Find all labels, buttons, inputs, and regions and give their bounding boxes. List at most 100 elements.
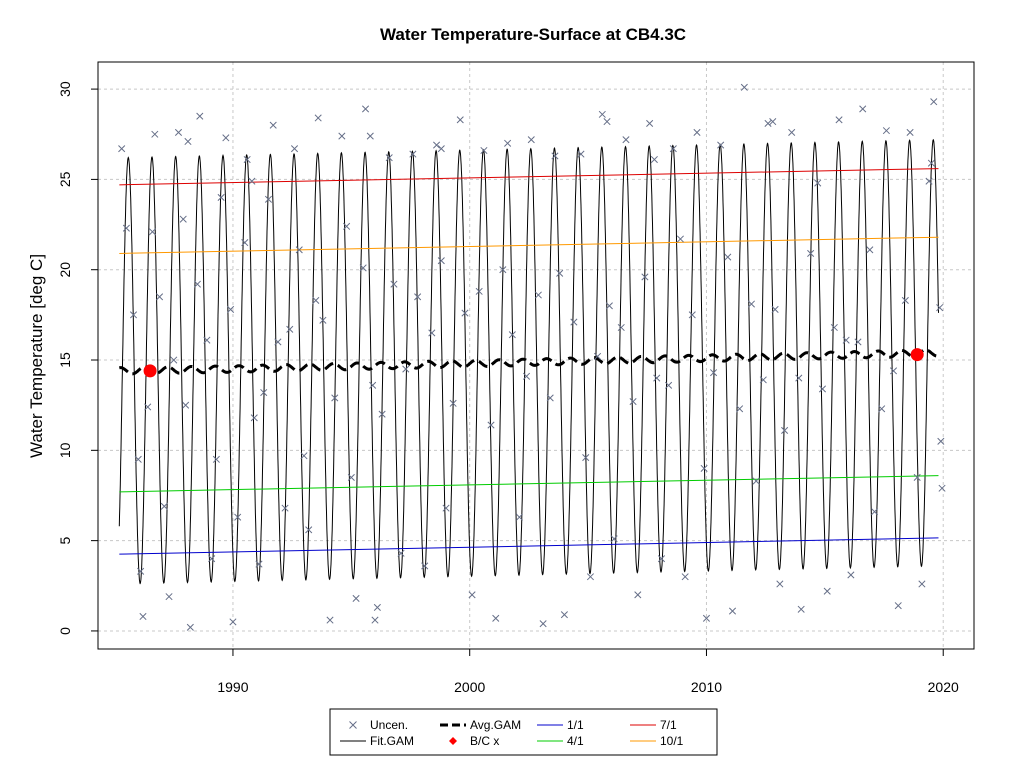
uncen-point (437, 145, 445, 153)
uncen-point (409, 150, 417, 158)
legend: Uncen. Fit.GAM Avg.GAM B/C x 1/1 4/1 7/1 10/1 (329, 708, 718, 756)
uncen-point (338, 132, 346, 140)
uncen-point (144, 403, 152, 411)
x-tick-label: 2010 (691, 679, 722, 695)
series-line-10-1 (119, 236, 939, 254)
uncen-point (936, 304, 944, 312)
uncen-point (129, 311, 138, 319)
uncen-point (859, 105, 867, 113)
uncen-point (913, 473, 921, 481)
bc-point (143, 364, 157, 378)
uncen-point (456, 116, 464, 124)
uncen-point (156, 293, 164, 301)
uncen-point (930, 98, 938, 106)
uncen-point (835, 116, 843, 124)
uncen-point (196, 112, 204, 120)
uncen-point (369, 381, 377, 389)
uncen-point (468, 591, 476, 599)
uncen-point (118, 145, 126, 153)
uncen-point (918, 580, 926, 588)
uncen-point (203, 336, 211, 344)
uncen-point (842, 336, 850, 344)
uncen-point (397, 549, 405, 557)
x-axis: 1990 2000 2010 2020 (217, 648, 959, 695)
legend-item-avg-gam: Avg.GAM (440, 718, 521, 732)
uncen-point (515, 513, 523, 521)
uncen-point (629, 398, 637, 406)
uncen-point (740, 83, 748, 91)
uncen-point (227, 305, 235, 313)
uncen-point (889, 367, 898, 375)
uncen-point (122, 224, 130, 232)
uncen-point (634, 591, 642, 599)
legend-label: 7/1 (660, 718, 677, 732)
uncen-point (449, 399, 457, 407)
uncen-point (165, 593, 173, 601)
uncen-point (653, 374, 661, 382)
uncen-points (118, 83, 946, 631)
uncen-point (331, 394, 339, 402)
uncen-point (286, 325, 294, 333)
uncen-point (281, 504, 289, 512)
uncen-point (437, 257, 445, 265)
uncen-point (610, 535, 618, 543)
uncen-point (442, 504, 450, 512)
uncen-point (359, 264, 367, 272)
uncen-point (788, 128, 796, 136)
uncen-point (878, 405, 886, 413)
uncen-point (937, 437, 945, 445)
uncen-point (390, 280, 398, 288)
uncen-point (378, 410, 386, 418)
uncen-point (534, 291, 542, 299)
uncen-point (182, 401, 190, 409)
y-axis-label: Water Temperature [deg C] (27, 254, 46, 458)
avg-gam-line (119, 348, 939, 376)
uncen-point (160, 502, 168, 510)
uncen-point (693, 128, 701, 136)
y-tick-label: 20 (57, 262, 73, 278)
uncen-point (717, 141, 725, 149)
uncen-point (871, 508, 879, 516)
uncen-point (617, 323, 625, 332)
uncen-point (728, 607, 737, 615)
fit-gam-line (118, 138, 939, 585)
uncen-point (866, 246, 874, 254)
uncen-point (461, 309, 469, 317)
uncen-point (305, 526, 313, 534)
uncen-point (134, 455, 142, 463)
uncen-point (433, 141, 441, 149)
uncen-point (373, 603, 381, 612)
uncen-point (752, 477, 760, 485)
uncen-point (854, 338, 862, 346)
uncen-point (603, 118, 611, 126)
uncen-point (300, 452, 308, 460)
uncen-point (901, 296, 909, 304)
uncen-point (646, 119, 654, 127)
uncen-point (508, 331, 516, 339)
uncen-point (776, 580, 784, 588)
uncen-point (217, 193, 225, 202)
bc-points (143, 348, 924, 378)
legend-item-1-1: 1/1 (537, 718, 584, 732)
x-tick-label: 2020 (928, 679, 959, 695)
uncen-point (184, 137, 192, 146)
uncen-point (371, 616, 379, 624)
uncen-point (847, 571, 855, 579)
x-tick-label: 2000 (454, 679, 485, 695)
uncen-point (274, 338, 282, 346)
uncen-point (700, 464, 708, 472)
uncen-point (650, 155, 658, 164)
uncen-point (795, 374, 803, 382)
uncen-point (319, 316, 327, 324)
uncen-point (174, 128, 183, 136)
uncen-point (807, 249, 815, 258)
uncen-point (343, 222, 351, 230)
uncen-point (764, 119, 772, 127)
uncen-point (480, 146, 488, 155)
uncen-point (499, 266, 507, 274)
uncen-point (556, 269, 564, 277)
uncen-point (736, 405, 744, 413)
fit-gam-series (118, 138, 939, 585)
uncen-point (361, 105, 370, 113)
uncen-point (487, 421, 495, 429)
